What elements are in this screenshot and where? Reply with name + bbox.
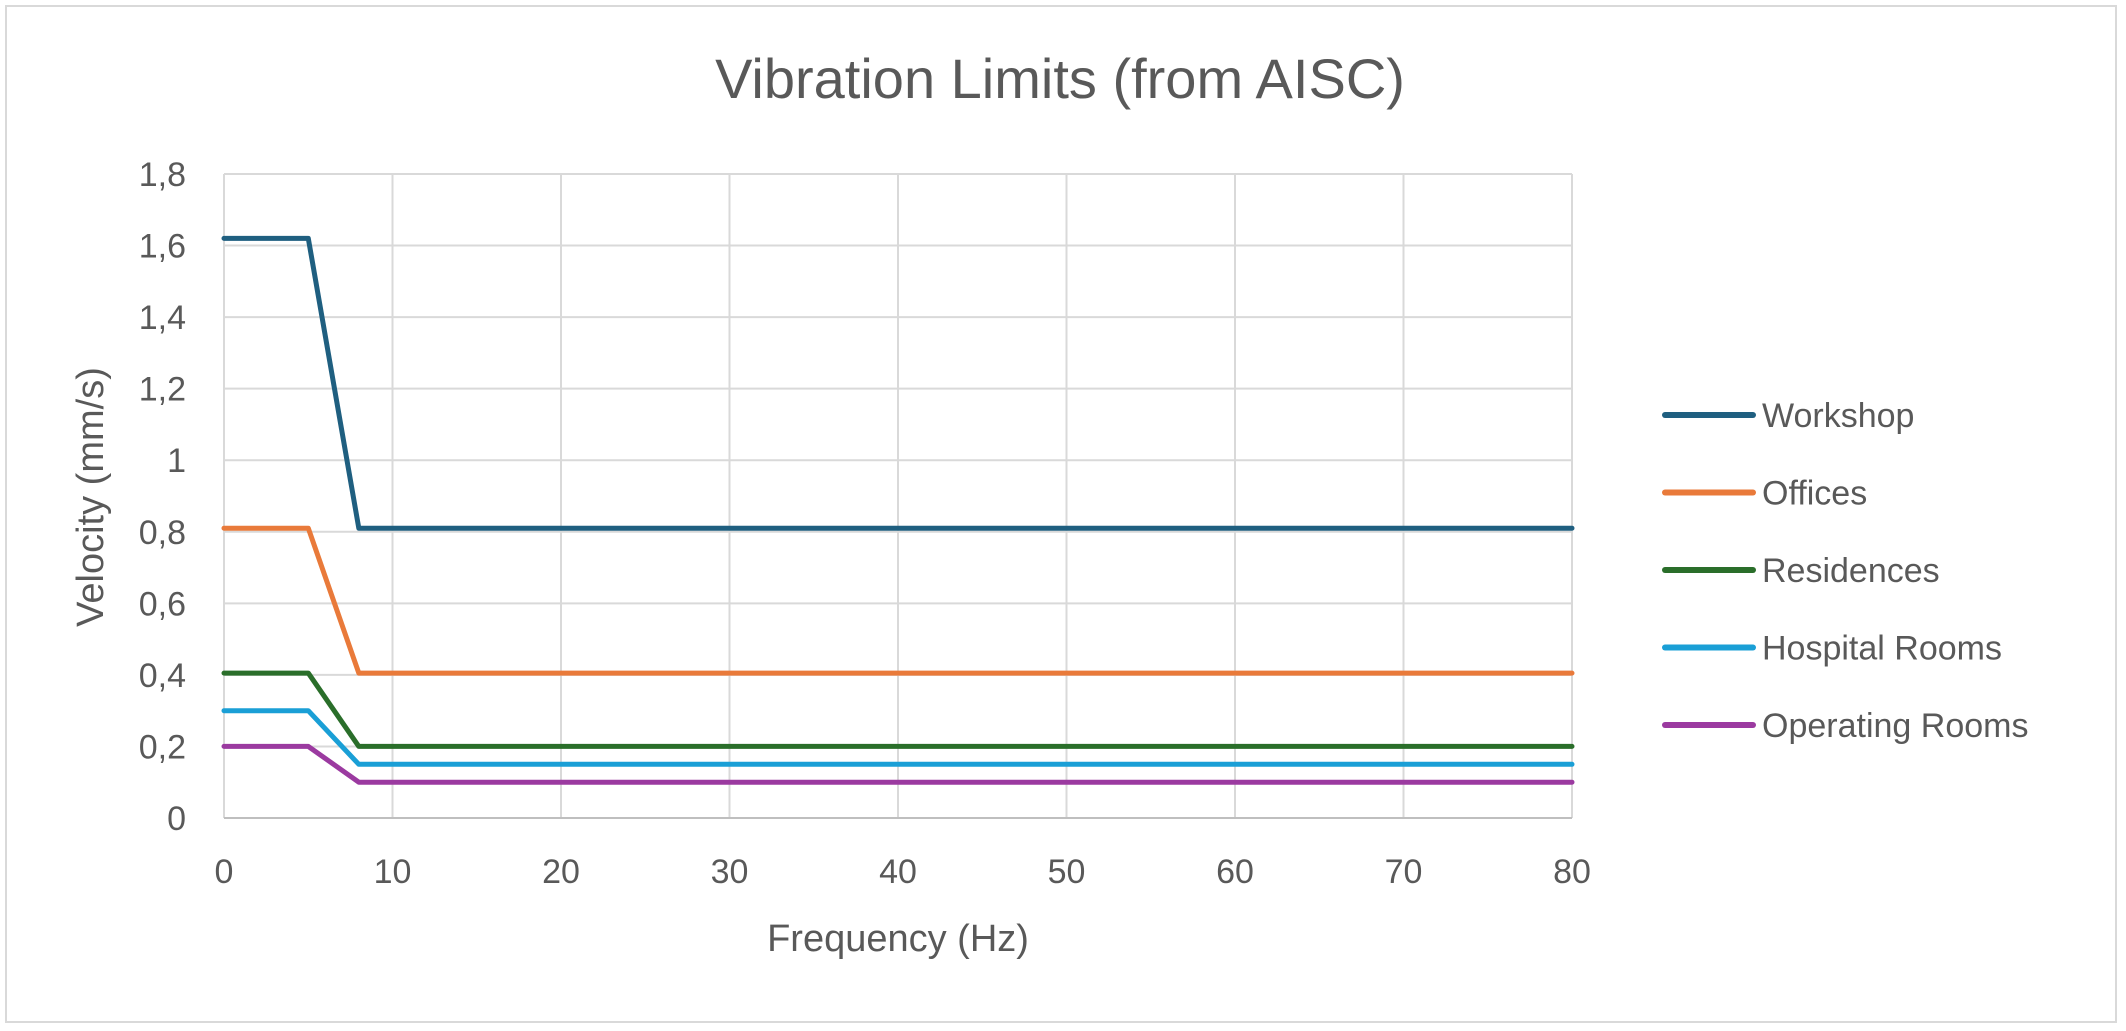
y-tick-label: 0,2 xyxy=(139,728,186,766)
legend-label-hospital-rooms: Hospital Rooms xyxy=(1762,630,2002,668)
y-axis-title: Velocity (mm/s) xyxy=(70,367,112,627)
legend-label-residences: Residences xyxy=(1762,552,1940,590)
legend-label-offices: Offices xyxy=(1762,475,1867,513)
y-tick-label: 0 xyxy=(167,800,186,838)
series-line-offices xyxy=(221,525,1575,676)
x-tick-label: 60 xyxy=(1216,853,1254,891)
x-tick-label: 50 xyxy=(1048,853,1086,891)
y-tick-label: 1,2 xyxy=(139,371,186,409)
x-tick-label: 10 xyxy=(374,853,412,891)
axes: 0 0,2 0,4 0,6 0,8 1 1,2 1,4 1,6 1,8 0 10 20 30 40 50 60 7… xyxy=(139,156,1591,891)
y-tick-label: 1 xyxy=(167,442,186,480)
x-tick-label: 0 xyxy=(215,853,234,891)
series-group xyxy=(221,235,1575,785)
x-tick-label: 20 xyxy=(542,853,580,891)
x-tick-label: 70 xyxy=(1385,853,1423,891)
x-tick-label: 30 xyxy=(711,853,749,891)
series-line-residences xyxy=(221,670,1575,749)
y-tick-label: 0,4 xyxy=(139,657,186,695)
y-tick-label: 0,6 xyxy=(139,585,186,623)
y-tick-label: 1,6 xyxy=(139,228,186,266)
x-tick-label: 80 xyxy=(1553,853,1591,891)
series-line-workshop xyxy=(221,235,1575,531)
legend-label-workshop: Workshop xyxy=(1762,397,1914,435)
y-tick-label: 1,8 xyxy=(139,156,186,194)
x-axis-title: Frequency (Hz) xyxy=(767,918,1029,960)
legend: Workshop Offices Residences Hospital Rooms O… xyxy=(1662,397,2028,745)
x-tick-label: 40 xyxy=(879,853,917,891)
grid xyxy=(223,173,1573,819)
y-tick-label: 1,4 xyxy=(139,299,186,337)
series-line-operating-rooms xyxy=(221,743,1575,785)
series-line-hospital-rooms xyxy=(221,708,1575,767)
chart-title: Vibration Limits (from AISC) xyxy=(715,47,1405,110)
y-tick-label: 0,8 xyxy=(139,514,186,552)
legend-label-operating-rooms: Operating Rooms xyxy=(1762,707,2028,745)
